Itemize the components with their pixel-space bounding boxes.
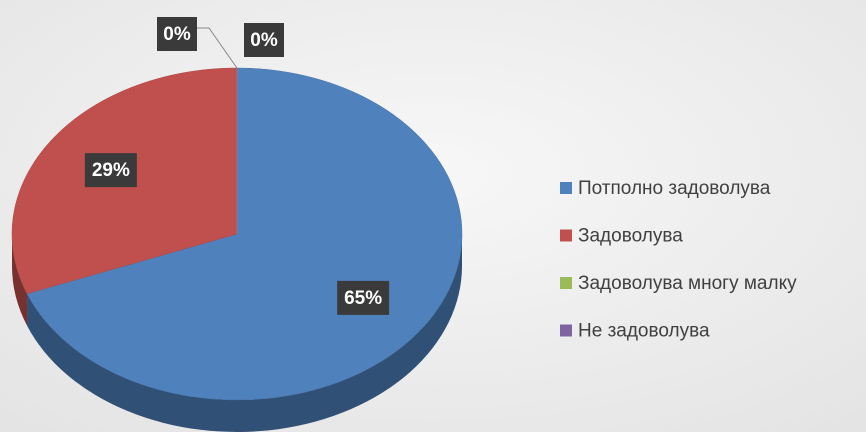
legend-label: Потполно задоволува: [578, 178, 771, 199]
legend-label: Задоволува многу малку: [578, 273, 797, 294]
legend: Потполно задоволува Задоволува Задоволува …: [560, 178, 797, 342]
legend-label: Не задоволува: [578, 321, 710, 342]
legend-swatch: [560, 182, 572, 194]
data-label: 29%: [92, 160, 130, 181]
leader-line: [197, 27, 238, 69]
legend-swatch: [560, 229, 572, 242]
legend-label: Задоволува: [578, 226, 683, 247]
pie-slice: [26, 67, 463, 401]
data-label: 0%: [250, 30, 278, 51]
label-box: [337, 280, 390, 315]
pie: [11, 67, 463, 432]
label-box: [157, 17, 197, 51]
pie-side: [11, 234, 28, 326]
label-box: [84, 153, 137, 188]
label-box: [244, 23, 284, 57]
data-label: 65%: [344, 288, 382, 309]
data-label: 0%: [163, 24, 191, 45]
legend-swatch: [560, 324, 572, 337]
legend-swatch: [560, 277, 572, 289]
labels: 65% 29% 0% 0%: [84, 17, 390, 315]
